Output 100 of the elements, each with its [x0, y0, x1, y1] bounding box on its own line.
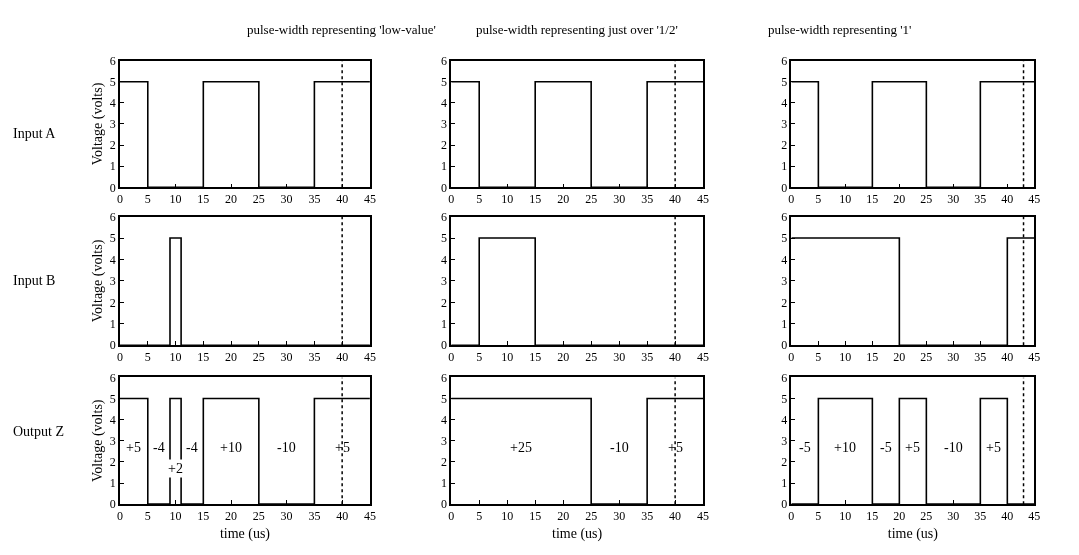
annotation: +5 — [986, 440, 1001, 455]
y-tick-label: 6 — [781, 53, 788, 68]
x-tick-label: 10 — [169, 192, 182, 207]
y-tick-label: 0 — [109, 338, 116, 353]
y-tick-label: 6 — [781, 370, 788, 385]
x-tick-label: 15 — [529, 350, 542, 365]
x-tick-label: 20 — [893, 192, 906, 207]
x-tick-label: 40 — [336, 192, 349, 207]
annotation: -10 — [610, 440, 629, 455]
annotation: -4 — [153, 440, 165, 455]
x-axis-title: time (us) — [552, 526, 603, 543]
x-tick-label: 25 — [920, 192, 933, 207]
y-tick-label: 1 — [441, 317, 448, 332]
text: Input B — [13, 273, 56, 288]
y-tick-label: 6 — [781, 209, 788, 224]
x-tick-label: 30 — [947, 350, 960, 365]
x-tick-label: 40 — [336, 509, 349, 524]
x-tick-label: 30 — [280, 192, 293, 207]
x-tick-label: 10 — [501, 350, 514, 365]
y-tick-label: 1 — [781, 476, 788, 491]
y-tick-label: 2 — [441, 455, 448, 470]
x-tick-label: 35 — [308, 509, 321, 524]
x-tick-label: 25 — [585, 192, 598, 207]
x-tick-label: 5 — [144, 350, 151, 365]
x-tick-label: 10 — [839, 350, 852, 365]
annotation: -4 — [186, 440, 198, 455]
annotation: -10 — [944, 440, 963, 455]
x-tick-label: 20 — [225, 350, 238, 365]
x-tick-label: 45 — [363, 350, 376, 365]
y-tick-label: 0 — [441, 338, 448, 353]
x-tick-label: 5 — [815, 509, 822, 524]
x-axis-title: time (us) — [887, 526, 939, 543]
x-tick-label: 25 — [585, 350, 598, 365]
x-tick-label: 25 — [920, 509, 933, 524]
y-tick-label: 3 — [441, 433, 448, 448]
annotation: +5 — [335, 440, 350, 455]
x-tick-label: 35 — [308, 192, 321, 207]
y-tick-label: 6 — [109, 370, 116, 385]
x-tick-label: 30 — [947, 509, 960, 524]
y-tick-label: 5 — [781, 391, 788, 406]
y-tick-label: 3 — [781, 117, 788, 132]
y-tick-label: 0 — [441, 180, 448, 195]
y-tick-label: 2 — [109, 295, 116, 310]
y-tick-label: 6 — [441, 53, 448, 68]
y-tick-label: 3 — [781, 274, 788, 289]
y-tick-label: 0 — [781, 497, 788, 512]
y-tick-label: 0 — [441, 497, 448, 512]
y-tick-label: 1 — [441, 476, 448, 491]
x-tick-label: 10 — [839, 509, 852, 524]
x-tick-label: 15 — [866, 350, 879, 365]
annotation: -5 — [880, 440, 892, 455]
x-tick-label: 10 — [169, 509, 182, 524]
y-tick-label: 5 — [781, 74, 788, 89]
x-tick-label: 40 — [1001, 350, 1014, 365]
x-tick-label: 40 — [669, 192, 682, 207]
x-tick-label: 45 — [1028, 192, 1041, 207]
x-tick-label: 15 — [197, 350, 210, 365]
x-tick-label: 25 — [252, 509, 265, 524]
x-tick-label: 5 — [815, 192, 822, 207]
y-tick-label: 5 — [781, 231, 788, 246]
x-tick-label: 40 — [669, 509, 682, 524]
y-tick-label: 3 — [441, 274, 448, 289]
x-tick-label: 30 — [280, 509, 293, 524]
x-tick-label: 10 — [839, 192, 852, 207]
y-tick-label: 0 — [109, 497, 116, 512]
y-tick-label: 1 — [109, 317, 116, 332]
y-tick-label: 3 — [441, 117, 448, 132]
annotation: +2 — [168, 461, 183, 476]
y-tick-label: 2 — [109, 455, 116, 470]
x-tick-label: 10 — [169, 350, 182, 365]
annotation: +10 — [220, 440, 242, 455]
y-tick-label: 2 — [441, 138, 448, 153]
y-tick-label: 4 — [441, 252, 448, 267]
y-tick-label: 6 — [109, 53, 116, 68]
annotation: +25 — [510, 440, 532, 455]
x-tick-label: 5 — [815, 350, 822, 365]
x-tick-label: 45 — [697, 509, 710, 524]
y-tick-label: 5 — [109, 231, 116, 246]
x-tick-label: 20 — [893, 350, 906, 365]
y-tick-label: 6 — [109, 209, 116, 224]
x-tick-label: 30 — [613, 509, 626, 524]
x-tick-label: 40 — [1001, 192, 1014, 207]
y-tick-label: 2 — [781, 138, 788, 153]
x-tick-label: 35 — [974, 350, 987, 365]
y-axis-title: Voltage (volts) — [89, 239, 106, 323]
x-tick-label: 20 — [893, 509, 906, 524]
x-tick-label: 20 — [557, 350, 570, 365]
x-tick-label: 15 — [529, 192, 542, 207]
x-tick-label: 30 — [613, 192, 626, 207]
y-tick-label: 5 — [109, 74, 116, 89]
y-tick-label: 4 — [109, 412, 116, 427]
y-tick-label: 3 — [109, 117, 116, 132]
x-tick-label: 45 — [1028, 509, 1041, 524]
y-tick-label: 5 — [441, 74, 448, 89]
x-tick-label: 35 — [641, 509, 654, 524]
x-tick-label: 15 — [529, 509, 542, 524]
y-tick-label: 0 — [109, 180, 116, 195]
y-tick-label: 5 — [441, 231, 448, 246]
x-tick-label: 5 — [476, 350, 483, 365]
y-tick-label: 4 — [441, 96, 448, 111]
